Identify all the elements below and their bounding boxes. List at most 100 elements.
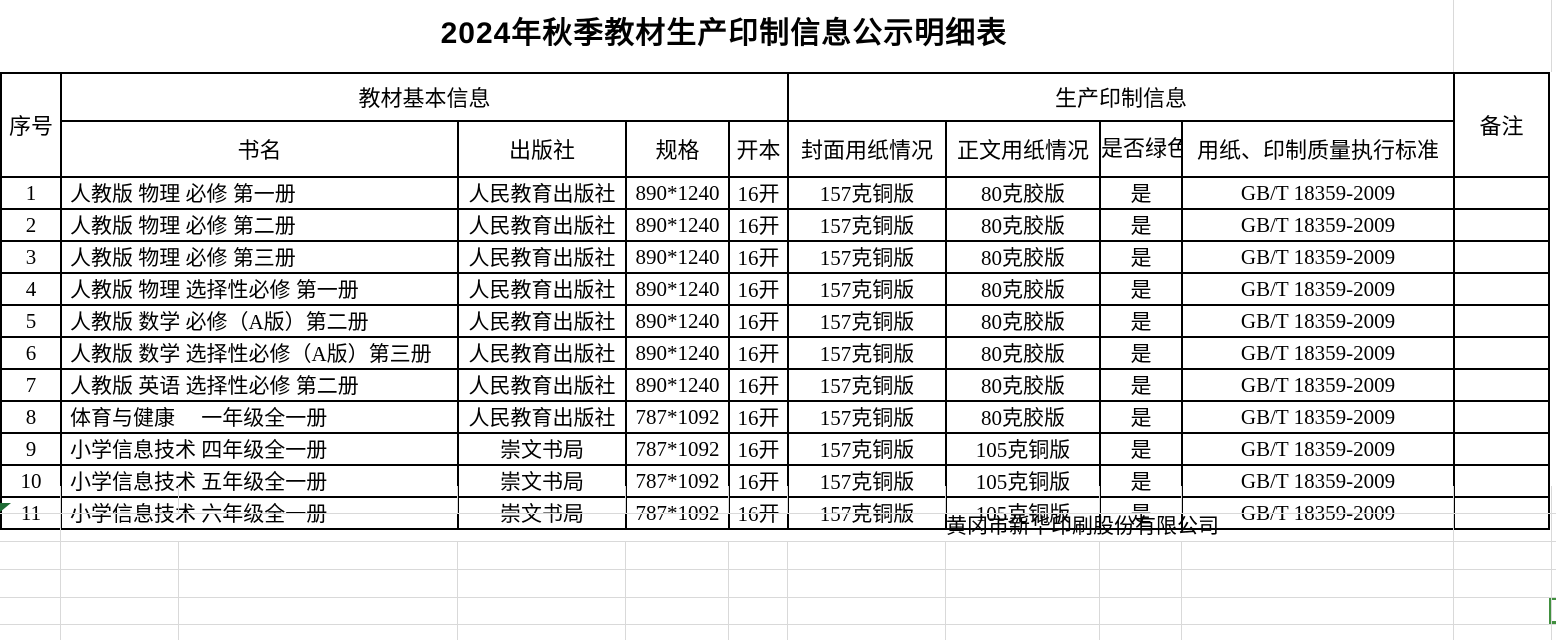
header-serial[interactable]: 序号	[0, 72, 62, 178]
cell-serial[interactable]: 1	[0, 176, 62, 210]
cell-format[interactable]: 16开	[727, 368, 790, 402]
cell-spec[interactable]: 787*1092	[625, 464, 730, 498]
header-standard[interactable]: 用纸、印制质量执行标准	[1181, 120, 1456, 178]
cell-publisher[interactable]: 崇文书局	[457, 432, 627, 466]
cell-body-paper[interactable]: 80克胶版	[945, 336, 1102, 370]
cell-green-print[interactable]: 是	[1099, 176, 1184, 210]
cell-cover-paper[interactable]: 157克铜版	[787, 400, 948, 434]
cell-serial[interactable]: 9	[0, 432, 62, 466]
cell-green-print[interactable]: 是	[1099, 208, 1184, 242]
header-basic-info-group[interactable]: 教材基本信息	[59, 72, 790, 122]
cell-standard[interactable]: GB/T 18359-2009	[1181, 336, 1456, 370]
cell-format[interactable]: 16开	[727, 464, 790, 498]
cell-publisher[interactable]: 人民教育出版社	[457, 208, 627, 242]
cell-cover-paper[interactable]: 157克铜版	[787, 304, 948, 338]
cell-body-paper[interactable]: 80克胶版	[945, 304, 1102, 338]
page-title[interactable]: 2024年秋季教材生产印制信息公示明细表	[440, 17, 1008, 50]
cell-serial[interactable]: 6	[0, 336, 62, 370]
cell-serial[interactable]: 8	[0, 400, 62, 434]
cell-cover-paper[interactable]: 157克铜版	[787, 336, 948, 370]
cell-format[interactable]: 16开	[727, 432, 790, 466]
cell-remark[interactable]	[1453, 272, 1551, 306]
header-publisher[interactable]: 出版社	[457, 120, 627, 178]
cell-serial[interactable]: 3	[0, 240, 62, 274]
cell-body-paper[interactable]: 80克胶版	[945, 272, 1102, 306]
cell-body-paper[interactable]: 80克胶版	[945, 400, 1102, 434]
cell-body-paper[interactable]: 105克铜版	[945, 464, 1102, 498]
cell-publisher[interactable]: 人民教育出版社	[457, 336, 627, 370]
cell-body-paper[interactable]: 80克胶版	[945, 240, 1102, 274]
header-remark[interactable]: 备注	[1453, 72, 1551, 178]
header-green-print[interactable]: 是否绿色印刷	[1099, 120, 1184, 178]
cell-format[interactable]: 16开	[727, 240, 790, 274]
cell-spec[interactable]: 890*1240	[625, 176, 730, 210]
cell-publisher[interactable]: 人民教育出版社	[457, 176, 627, 210]
cell-spec[interactable]: 890*1240	[625, 240, 730, 274]
cell-green-print[interactable]: 是	[1099, 464, 1184, 498]
header-body-paper[interactable]: 正文用纸情况	[945, 120, 1102, 178]
cell-remark[interactable]	[1453, 336, 1551, 370]
cell-standard[interactable]: GB/T 18359-2009	[1181, 304, 1456, 338]
cell-green-print[interactable]: 是	[1099, 240, 1184, 274]
cell-green-print[interactable]: 是	[1099, 304, 1184, 338]
cell-green-print[interactable]: 是	[1099, 336, 1184, 370]
cell-cover-paper[interactable]: 157克铜版	[787, 464, 948, 498]
cell-remark[interactable]	[1453, 176, 1551, 210]
cell-spec[interactable]: 787*1092	[625, 432, 730, 466]
cell-cover-paper[interactable]: 157克铜版	[787, 176, 948, 210]
cell-serial[interactable]: 7	[0, 368, 62, 402]
cell-book-name[interactable]: 人教版 数学 必修（A版）第二册	[60, 304, 459, 338]
cell-book-name[interactable]: 人教版 物理 必修 第二册	[60, 208, 459, 242]
cell-publisher[interactable]: 崇文书局	[457, 464, 627, 498]
cell-cover-paper[interactable]: 157克铜版	[787, 240, 948, 274]
header-spec[interactable]: 规格	[625, 120, 730, 178]
cell-green-print[interactable]: 是	[1099, 368, 1184, 402]
cell-book-name[interactable]: 人教版 数学 选择性必修（A版）第三册	[60, 336, 459, 370]
cell-green-print[interactable]: 是	[1099, 400, 1184, 434]
cell-format[interactable]: 16开	[727, 400, 790, 434]
cell-publisher[interactable]: 人民教育出版社	[457, 400, 627, 434]
cell-standard[interactable]: GB/T 18359-2009	[1181, 464, 1456, 498]
cell-format[interactable]: 16开	[727, 272, 790, 306]
cell-standard[interactable]: GB/T 18359-2009	[1181, 272, 1456, 306]
cell-format[interactable]: 16开	[727, 304, 790, 338]
cell-spec[interactable]: 890*1240	[625, 368, 730, 402]
cell-standard[interactable]: GB/T 18359-2009	[1181, 240, 1456, 274]
cell-remark[interactable]	[1453, 400, 1551, 434]
cell-publisher[interactable]: 人民教育出版社	[457, 304, 627, 338]
cell-publisher[interactable]: 人民教育出版社	[457, 240, 627, 274]
cell-book-name[interactable]: 体育与健康 一年级全一册	[60, 400, 459, 434]
cell-book-name[interactable]: 小学信息技术 五年级全一册	[60, 464, 459, 498]
cell-cover-paper[interactable]: 157克铜版	[787, 368, 948, 402]
header-production-group[interactable]: 生产印制信息	[787, 72, 1456, 122]
cell-green-print[interactable]: 是	[1099, 432, 1184, 466]
cell-green-print[interactable]: 是	[1099, 272, 1184, 306]
cell-spec[interactable]: 890*1240	[625, 336, 730, 370]
cell-standard[interactable]: GB/T 18359-2009	[1181, 400, 1456, 434]
header-cover-paper[interactable]: 封面用纸情况	[787, 120, 948, 178]
cell-remark[interactable]	[1453, 464, 1551, 498]
cell-standard[interactable]: GB/T 18359-2009	[1181, 368, 1456, 402]
cell-cover-paper[interactable]: 157克铜版	[787, 432, 948, 466]
cell-spec[interactable]: 890*1240	[625, 272, 730, 306]
header-format[interactable]: 开本	[727, 120, 790, 178]
cell-spec[interactable]: 890*1240	[625, 304, 730, 338]
company-name[interactable]: 黄冈市新华印刷股份有限公司	[946, 514, 1219, 538]
cell-cover-paper[interactable]: 157克铜版	[787, 208, 948, 242]
cell-book-name[interactable]: 人教版 物理 必修 第一册	[60, 176, 459, 210]
cell-remark[interactable]	[1453, 368, 1551, 402]
cell-format[interactable]: 16开	[727, 208, 790, 242]
cell-body-paper[interactable]: 105克铜版	[945, 432, 1102, 466]
cell-cover-paper[interactable]: 157克铜版	[787, 272, 948, 306]
cell-standard[interactable]: GB/T 18359-2009	[1181, 208, 1456, 242]
cell-standard[interactable]: GB/T 18359-2009	[1181, 432, 1456, 466]
cell-spec[interactable]: 890*1240	[625, 208, 730, 242]
cell-serial[interactable]: 4	[0, 272, 62, 306]
cell-remark[interactable]	[1453, 240, 1551, 274]
cell-remark[interactable]	[1453, 208, 1551, 242]
cell-book-name[interactable]: 小学信息技术 四年级全一册	[60, 432, 459, 466]
cell-body-paper[interactable]: 80克胶版	[945, 176, 1102, 210]
cell-book-name[interactable]: 人教版 物理 必修 第三册	[60, 240, 459, 274]
cell-standard[interactable]: GB/T 18359-2009	[1181, 176, 1456, 210]
cell-book-name[interactable]: 人教版 英语 选择性必修 第二册	[60, 368, 459, 402]
